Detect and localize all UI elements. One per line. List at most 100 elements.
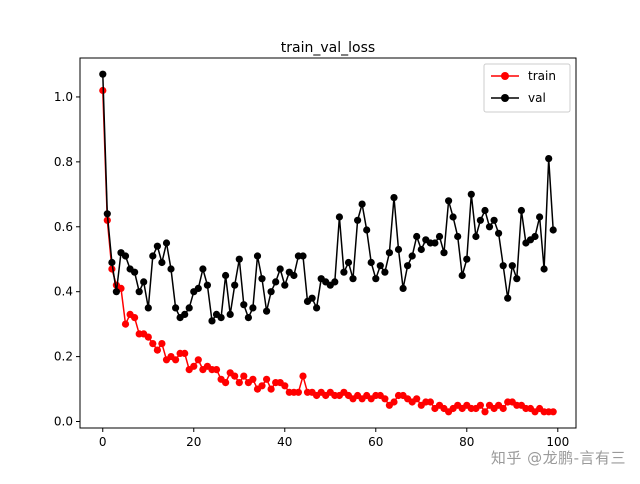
data-point-val (103, 210, 111, 218)
data-point-val (363, 226, 371, 234)
data-point-val (499, 262, 507, 270)
y-tick-label: 1.0 (54, 90, 73, 104)
data-point-train (212, 366, 221, 374)
data-point-val (272, 278, 280, 286)
data-point-val (199, 265, 207, 273)
data-point-val (222, 271, 230, 280)
data-point-train (381, 395, 389, 403)
series-layer (99, 70, 557, 416)
data-point-val (417, 245, 425, 254)
data-point-val (385, 249, 393, 257)
data-point-train (131, 314, 139, 322)
data-point-val (308, 294, 316, 302)
data-point-train (172, 356, 180, 364)
data-point-val (467, 190, 475, 198)
data-point-train (144, 333, 152, 341)
data-point-val (226, 310, 234, 318)
data-point-val (240, 301, 248, 309)
data-point-val (144, 304, 152, 312)
data-point-val (112, 288, 120, 296)
data-point-train (413, 395, 421, 403)
data-point-val (231, 281, 239, 289)
series-line-train (102, 90, 554, 414)
data-point-val (372, 275, 380, 283)
data-point-train (499, 404, 507, 413)
data-point-val (162, 239, 171, 247)
data-point-train (549, 408, 557, 416)
y-tick-label: 0.4 (54, 285, 73, 299)
data-point-train (258, 382, 266, 390)
data-point-val (290, 271, 298, 280)
y-tick-label: 0.8 (54, 155, 73, 169)
data-point-val (131, 268, 139, 276)
tick-layer: 0 20 40 60 80 100 0.0 0.2 0.4 0.6 0.8 1.0 (54, 90, 569, 449)
data-point-val (340, 268, 348, 276)
data-point-val (513, 275, 521, 283)
data-point-val (454, 232, 462, 241)
legend-val-marker (501, 94, 509, 102)
data-point-val (390, 194, 398, 202)
data-point-train (222, 379, 230, 387)
data-point-val (258, 275, 266, 283)
data-point-val (367, 258, 375, 267)
data-point-train (231, 372, 239, 380)
data-point-val (394, 245, 403, 254)
data-point-val (445, 197, 453, 205)
data-point-val (335, 213, 343, 221)
data-point-val (149, 252, 157, 260)
data-point-val (217, 314, 225, 322)
data-point-val (153, 242, 161, 250)
data-point-train (194, 356, 202, 364)
data-point-val (536, 213, 544, 221)
data-point-train (267, 385, 275, 393)
data-point-val (435, 232, 444, 241)
plot-frame (79, 57, 577, 429)
data-point-val (376, 262, 384, 270)
legend-box (483, 63, 571, 113)
data-point-val (431, 239, 439, 247)
data-point-val (408, 252, 416, 260)
x-tick-label: 80 (459, 435, 474, 449)
data-point-val (121, 252, 130, 260)
data-point-val (549, 226, 557, 234)
data-point-val (485, 223, 494, 231)
x-tick-label: 0 (99, 435, 107, 449)
data-point-val (508, 262, 516, 270)
x-tick-label: 40 (277, 435, 292, 449)
data-point-val (458, 271, 466, 280)
data-point-val (249, 304, 257, 312)
data-point-val (354, 216, 362, 224)
y-tick-label: 0.6 (54, 220, 73, 234)
data-point-val (181, 310, 189, 318)
data-point-train (249, 375, 257, 383)
data-point-val (349, 275, 357, 283)
data-point-val (172, 304, 180, 312)
data-point-train (149, 340, 157, 348)
y-tick-label: 0.0 (54, 415, 73, 429)
data-point-val (476, 216, 484, 224)
series-val (99, 70, 557, 325)
x-tick-label: 100 (546, 435, 569, 449)
data-point-val (545, 155, 553, 163)
chart-title: train_val_loss (281, 40, 375, 56)
watermark-text: 知乎 @龙鹏-言有三 (490, 449, 626, 467)
data-point-val (208, 317, 216, 325)
data-point-train (263, 375, 271, 383)
data-point-val (540, 265, 548, 273)
legend-train-label: train (528, 69, 556, 83)
data-point-val (490, 216, 498, 224)
data-point-val (472, 232, 480, 241)
data-point-val (344, 258, 353, 267)
data-point-val (158, 258, 166, 267)
data-point-val (413, 232, 421, 241)
y-tick-label: 0.2 (54, 350, 73, 364)
data-point-val (381, 268, 389, 276)
data-point-val (263, 307, 271, 315)
data-point-val (140, 278, 148, 286)
data-point-val (108, 258, 116, 267)
legend-train-marker (501, 72, 509, 80)
data-point-train (190, 362, 198, 370)
data-point-train (390, 398, 398, 406)
